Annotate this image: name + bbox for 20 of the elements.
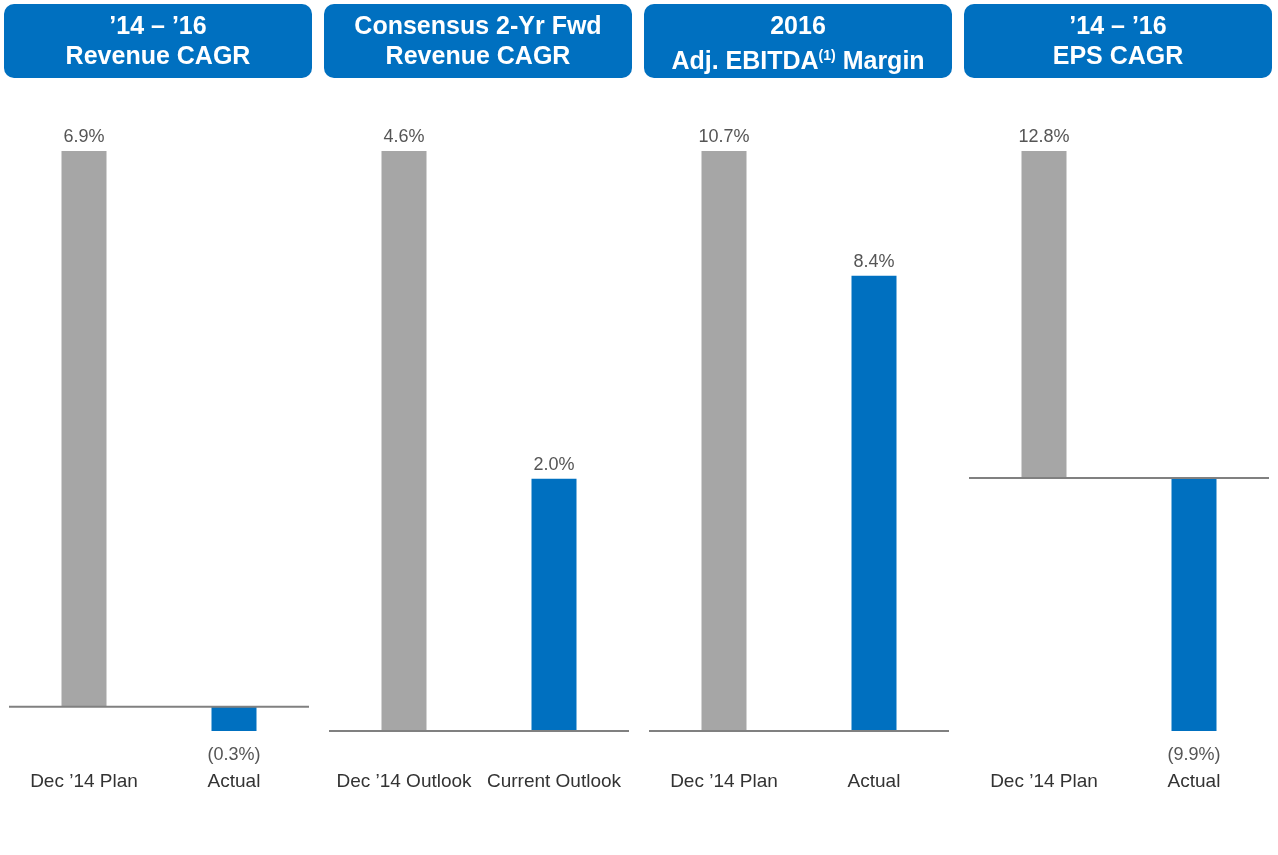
x-tick-label: Dec ’14 Plan: [30, 769, 138, 791]
x-tick-label: Actual: [1167, 769, 1221, 791]
chart-title: ’14 – ’16 EPS CAGR: [964, 4, 1272, 78]
data-label: 2.0%: [533, 453, 575, 474]
data-label: 6.9%: [63, 126, 105, 146]
data-label: 12.8%: [1018, 126, 1070, 146]
chart-title: ’14 – ’16 Revenue CAGR: [4, 4, 312, 78]
x-tick-label: Dec ’14 Outlook: [336, 769, 473, 791]
x-tick-label: Current Outlook: [486, 769, 622, 791]
data-label: 8.4%: [853, 250, 895, 271]
x-tick-label: Actual: [847, 769, 901, 791]
data-label: (9.9%): [1167, 744, 1221, 764]
x-tick-label: Dec ’14 Plan: [990, 769, 1098, 791]
data-label: 4.6%: [383, 126, 425, 146]
data-label: 10.7%: [698, 126, 750, 146]
x-tick-label: Dec ’14 Plan: [670, 769, 778, 791]
data-label: (0.3%): [207, 744, 261, 764]
x-tick-label: Actual: [207, 769, 261, 791]
chart-title: 2016 Adj. EBITDA$^{(1)}$ Margin: [644, 4, 952, 78]
chart-title: Consensus 2-Yr Fwd Revenue CAGR: [324, 4, 632, 78]
